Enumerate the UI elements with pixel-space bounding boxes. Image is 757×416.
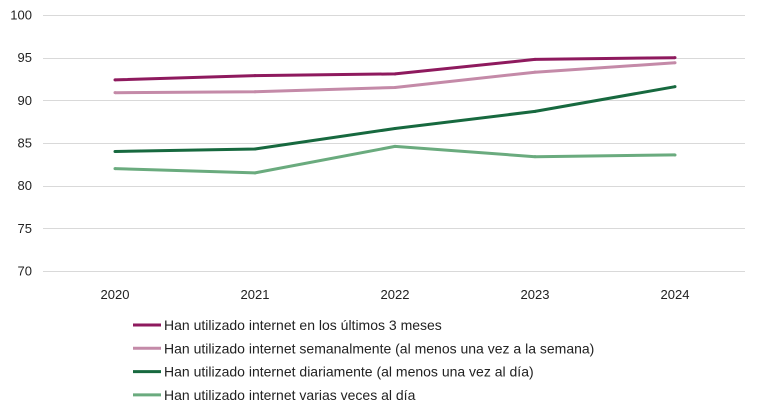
legend-label: Han utilizado internet varias veces al d… [164, 387, 416, 403]
data-point [253, 171, 257, 175]
data-point [533, 57, 537, 61]
y-tick-label: 80 [18, 178, 32, 193]
series-4 [113, 144, 677, 175]
data-point [533, 155, 537, 159]
data-point [673, 61, 677, 65]
legend: Han utilizado internet en los últimos 3 … [133, 317, 594, 403]
data-point [113, 167, 117, 171]
legend-label: Han utilizado internet en los últimos 3 … [164, 317, 442, 333]
data-point [393, 86, 397, 90]
data-point [113, 150, 117, 154]
data-point [393, 144, 397, 148]
series-1 [113, 56, 677, 82]
y-axis-ticks: 70 75 80 85 90 95 100 [10, 8, 32, 279]
data-point [673, 153, 677, 157]
legend-item: Han utilizado internet varias veces al d… [133, 387, 416, 403]
y-tick-label: 70 [18, 264, 32, 279]
x-tick-label: 2020 [101, 287, 130, 302]
x-tick-label: 2021 [241, 287, 270, 302]
data-point [253, 147, 257, 151]
legend-item: Han utilizado internet en los últimos 3 … [133, 317, 442, 333]
y-tick-label: 85 [18, 136, 32, 151]
data-point [673, 56, 677, 60]
y-tick-label: 100 [10, 8, 32, 23]
legend-label: Han utilizado internet semanalmente (al … [164, 340, 594, 356]
gridlines [43, 15, 745, 272]
x-tick-label: 2024 [661, 287, 690, 302]
y-tick-label: 95 [18, 50, 32, 65]
series-line-3 [114, 85, 676, 153]
data-point [113, 91, 117, 95]
data-point [533, 109, 537, 113]
series-lines [113, 56, 677, 175]
data-point [533, 70, 537, 74]
y-tick-label: 75 [18, 221, 32, 236]
x-tick-label: 2022 [381, 287, 410, 302]
series-2 [113, 61, 677, 95]
data-point [253, 74, 257, 78]
legend-item: Han utilizado internet diariamente (al m… [133, 364, 534, 380]
x-tick-label: 2023 [521, 287, 550, 302]
data-point [113, 78, 117, 82]
x-axis-ticks: 2020 2021 2022 2023 2024 [101, 287, 690, 302]
data-point [253, 90, 257, 94]
data-point [393, 72, 397, 76]
legend-label: Han utilizado internet diariamente (al m… [164, 364, 534, 380]
data-point [393, 126, 397, 130]
y-tick-label: 90 [18, 93, 32, 108]
data-point [673, 85, 677, 89]
legend-item: Han utilizado internet semanalmente (al … [133, 340, 594, 356]
series-3 [113, 85, 677, 154]
